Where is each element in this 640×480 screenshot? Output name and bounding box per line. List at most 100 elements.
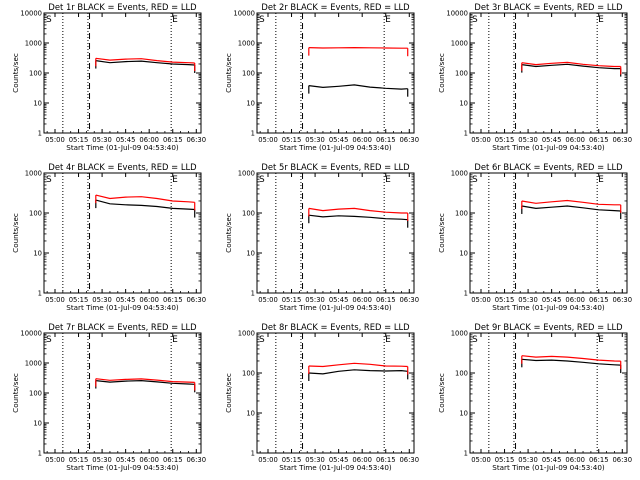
lld-series xyxy=(95,57,195,64)
x-axis-title: Start Time (01-Jul-09 04:53:40) xyxy=(492,303,605,312)
x-tick-label: 05:15 xyxy=(495,456,515,464)
panel-title: Det 9r BLACK = Events, RED = LLD xyxy=(474,322,622,332)
y-tick-label: 10000 xyxy=(233,10,255,18)
x-tick-label: 06:30 xyxy=(399,136,419,144)
x-tick-label: 06:30 xyxy=(612,136,632,144)
x-tick-label: 06:15 xyxy=(376,136,396,144)
x-tick-label: 05:45 xyxy=(116,136,136,144)
x-axis-title: Start Time (01-Jul-09 04:53:40) xyxy=(279,463,392,472)
plot-frame xyxy=(256,12,415,134)
y-tick-label: 100 xyxy=(455,370,468,378)
y-tick-label: 1 xyxy=(251,290,255,298)
x-axis-title: Start Time (01-Jul-09 04:53:40) xyxy=(492,463,605,472)
panel-6: Det 6r BLACK = Events, RED = LLD 1 10 100 10… xyxy=(437,162,632,312)
x-tick-label: 05:15 xyxy=(69,296,89,304)
y-tick-label: 10 xyxy=(459,410,468,418)
panel-4: Det 4r BLACK = Events, RED = LLD 1 10 100 10… xyxy=(11,162,206,312)
x-tick-label: 05:45 xyxy=(329,136,349,144)
events-series xyxy=(308,369,408,375)
end-mark: E xyxy=(172,175,178,185)
x-tick-label: 06:00 xyxy=(352,296,372,304)
y-tick-label: 1000 xyxy=(451,170,468,178)
x-tick-label: 06:00 xyxy=(565,296,585,304)
lld-series xyxy=(308,46,408,49)
y-tick-label: 10000 xyxy=(20,10,42,18)
panel-8: Det 8r BLACK = Events, RED = LLD 1 10 100 10… xyxy=(224,322,419,472)
x-tick-label: 05:00 xyxy=(471,136,491,144)
x-tick-label: 05:45 xyxy=(542,456,562,464)
y-tick-label: 10000 xyxy=(446,10,468,18)
start-mark: S xyxy=(259,175,265,185)
end-mark: E xyxy=(172,335,178,345)
start-mark: S xyxy=(472,15,478,25)
y-tick-label: 1000 xyxy=(238,40,255,48)
plot-frame xyxy=(256,172,415,294)
panel-title: Det 5r BLACK = Events, RED = LLD xyxy=(261,162,409,172)
y-tick-label: 100 xyxy=(29,70,42,78)
events-series xyxy=(521,205,621,212)
x-tick-label: 05:15 xyxy=(282,136,302,144)
start-mark: S xyxy=(472,335,478,345)
x-tick-label: 06:30 xyxy=(399,456,419,464)
x-tick-label: 05:00 xyxy=(45,136,65,144)
events-series xyxy=(308,84,408,90)
plot-frame xyxy=(469,12,628,134)
x-tick-label: 06:15 xyxy=(376,296,396,304)
y-tick-label: 10 xyxy=(246,100,255,108)
y-tick-label: 100 xyxy=(455,210,468,218)
y-tick-label: 1 xyxy=(251,130,255,138)
events-series xyxy=(95,60,195,66)
events-series xyxy=(308,214,408,221)
x-tick-label: 06:15 xyxy=(589,136,609,144)
end-mark: E xyxy=(598,15,604,25)
x-tick-label: 05:15 xyxy=(495,136,515,144)
start-mark: S xyxy=(259,15,265,25)
x-tick-label: 05:45 xyxy=(116,296,136,304)
x-tick-label: 05:00 xyxy=(258,456,278,464)
y-tick-label: 1 xyxy=(464,290,468,298)
y-tick-label: 1000 xyxy=(451,40,468,48)
x-tick-label: 05:30 xyxy=(92,296,112,304)
x-axis-title: Start Time (01-Jul-09 04:53:40) xyxy=(492,143,605,152)
x-tick-label: 06:15 xyxy=(163,136,183,144)
x-tick-label: 05:00 xyxy=(258,296,278,304)
x-tick-label: 06:15 xyxy=(376,456,396,464)
x-tick-label: 05:15 xyxy=(282,296,302,304)
end-mark: E xyxy=(172,15,178,25)
y-axis-title: Counts/sec xyxy=(224,373,233,413)
panel-title: Det 7r BLACK = Events, RED = LLD xyxy=(48,322,196,332)
y-axis-title: Counts/sec xyxy=(11,53,20,93)
y-tick-label: 10 xyxy=(246,250,255,258)
x-tick-label: 05:00 xyxy=(45,296,65,304)
lld-series xyxy=(521,199,621,206)
y-axis-title: Counts/sec xyxy=(11,373,20,413)
x-tick-label: 06:15 xyxy=(163,296,183,304)
y-axis-title: Counts/sec xyxy=(11,213,20,253)
x-tick-label: 06:30 xyxy=(186,456,206,464)
events-series xyxy=(95,199,195,211)
panel-2: Det 2r BLACK = Events, RED = LLD 1 10 100 10… xyxy=(224,2,419,152)
x-tick-label: 06:00 xyxy=(139,296,159,304)
y-tick-label: 1000 xyxy=(238,170,255,178)
y-tick-label: 1 xyxy=(464,450,468,458)
x-tick-label: 05:30 xyxy=(305,296,325,304)
plot-frame xyxy=(43,332,202,454)
end-mark: E xyxy=(385,175,391,185)
y-axis-title: Counts/sec xyxy=(437,53,446,93)
y-tick-label: 1 xyxy=(38,450,42,458)
events-series xyxy=(521,63,621,70)
x-tick-label: 06:00 xyxy=(352,136,372,144)
panel-title: Det 4r BLACK = Events, RED = LLD xyxy=(48,162,196,172)
panel-1: Det 1r BLACK = Events, RED = LLD 1 10 100 10… xyxy=(11,2,206,152)
x-tick-label: 05:45 xyxy=(329,456,349,464)
y-tick-label: 1000 xyxy=(451,330,468,338)
x-tick-label: 05:00 xyxy=(471,296,491,304)
lld-series xyxy=(95,194,195,203)
x-tick-label: 05:15 xyxy=(282,456,302,464)
start-mark: S xyxy=(472,175,478,185)
panel-title: Det 6r BLACK = Events, RED = LLD xyxy=(474,162,622,172)
y-tick-label: 10000 xyxy=(20,330,42,338)
start-mark: S xyxy=(259,335,265,345)
x-tick-label: 05:15 xyxy=(69,456,89,464)
x-tick-label: 06:00 xyxy=(565,456,585,464)
